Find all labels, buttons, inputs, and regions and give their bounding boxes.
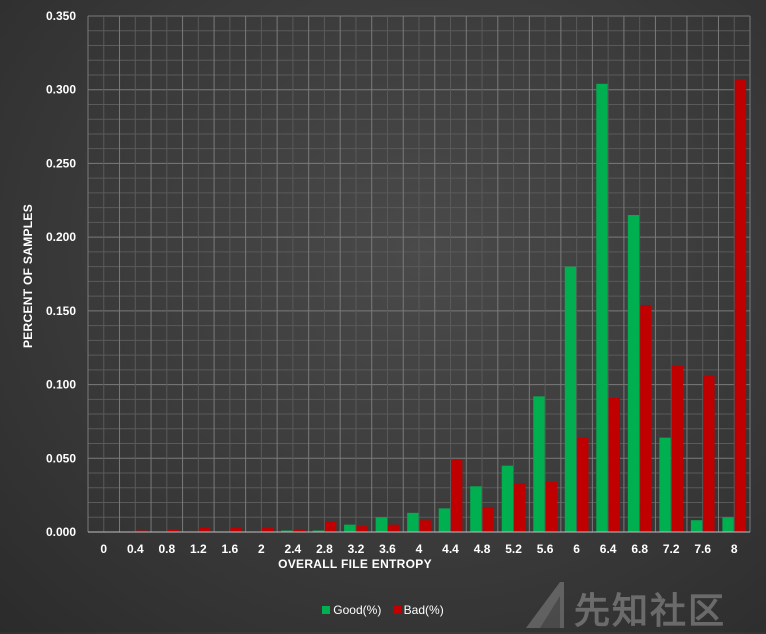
- bars: [135, 79, 747, 532]
- bar-good-6.8: [627, 215, 640, 532]
- bar-bad-3.6: [387, 524, 400, 532]
- y-tick-label: 0.300: [46, 83, 76, 97]
- bar-bad-2: [261, 527, 274, 532]
- legend: Good(%) Bad(%): [0, 603, 766, 617]
- bar-good-3.2: [344, 524, 356, 532]
- bar-bad-4: [419, 520, 431, 532]
- legend-label-good: Good(%): [333, 603, 382, 617]
- bar-good-7.2: [659, 437, 671, 532]
- bar-bad-6: [577, 437, 589, 532]
- bar-bad-7.6: [703, 375, 715, 532]
- bar-good-4.8: [470, 486, 482, 532]
- bar-bad-5.2: [514, 483, 526, 532]
- bar-good-8: [722, 517, 734, 532]
- x-tick-label: 5.2: [505, 542, 522, 556]
- bar-good-4: [407, 512, 419, 532]
- bar-bad-4.4: [451, 459, 463, 532]
- x-tick-label: 4.8: [474, 542, 491, 556]
- bar-bad-6.8: [640, 304, 652, 532]
- legend-item-good: Good(%): [322, 603, 381, 617]
- bar-bad-1.6: [230, 527, 242, 532]
- bar-bad-2.8: [324, 521, 337, 532]
- y-tick-label: 0.250: [46, 156, 76, 170]
- bar-good-5.6: [533, 396, 545, 532]
- y-axis-ticks: 0.000 0.050 0.100 0.150 0.200 0.250 0.300 0.350: [46, 9, 76, 539]
- x-tick-label: 6.8: [631, 542, 648, 556]
- x-tick-label: 3.2: [348, 542, 365, 556]
- x-tick-label: 6.4: [600, 542, 617, 556]
- x-tick-label: 3.6: [379, 542, 396, 556]
- bar-good-3.6: [375, 517, 387, 532]
- x-tick-label: 0.8: [158, 542, 175, 556]
- legend-swatch-good: [322, 606, 331, 614]
- bar-bad-7.2: [671, 365, 684, 532]
- legend-label-bad: Bad(%): [403, 603, 444, 617]
- x-tick-label: 0.4: [127, 542, 144, 556]
- y-tick-label: 0.050: [46, 451, 76, 465]
- x-tick-label: 6: [573, 542, 580, 556]
- bar-good-2.4: [281, 530, 293, 532]
- grid-lines: [87, 15, 751, 533]
- x-axis-ticks: 0 0.4 0.8 1.2 1.6 2 2.4 2.8 3.2 3.6 4 4.4 4.8 5.2 5.6 6…: [100, 542, 737, 556]
- bar-good-5.2: [501, 465, 514, 532]
- bar-good-6.4: [596, 83, 608, 532]
- x-tick-label: 5.6: [537, 542, 554, 556]
- x-tick-label: 4: [416, 542, 423, 556]
- bar-bad-0.4: [135, 530, 148, 532]
- bar-bad-2.4: [293, 529, 305, 532]
- bar-good-4.4: [438, 508, 451, 532]
- x-tick-label: 8: [731, 542, 738, 556]
- legend-swatch-bad: [392, 606, 401, 614]
- bar-bad-1.2: [198, 527, 211, 532]
- bar-bad-6.4: [608, 397, 620, 532]
- bar-good-2.8: [312, 530, 324, 532]
- y-tick-label: 0.100: [46, 378, 76, 392]
- x-tick-label: 4.4: [442, 542, 459, 556]
- x-tick-label: 7.2: [663, 542, 680, 556]
- x-tick-label: 2.8: [316, 542, 333, 556]
- bar-good-6: [564, 266, 577, 532]
- x-tick-label: 1.6: [222, 542, 239, 556]
- x-tick-label: 7.6: [694, 542, 711, 556]
- x-tick-label: 1.2: [190, 542, 207, 556]
- bar-bad-0.8: [167, 529, 179, 532]
- x-tick-label: 2: [258, 542, 265, 556]
- watermark: 先知社区: [512, 576, 752, 632]
- y-tick-label: 0.200: [46, 230, 76, 244]
- bar-bad-4.8: [482, 506, 494, 532]
- bar-good-7.6: [690, 520, 703, 532]
- y-axis-title: PERCENT OF SAMPLES: [21, 204, 35, 348]
- x-tick-label: 0: [100, 542, 107, 556]
- x-tick-label: 2.4: [285, 542, 302, 556]
- y-tick-label: 0.000: [46, 525, 76, 539]
- watermark-text: 先知社区: [574, 591, 727, 632]
- y-tick-label: 0.150: [46, 304, 76, 318]
- bar-bad-8: [734, 79, 747, 532]
- bar-bad-3.2: [356, 526, 368, 532]
- x-axis-title: OVERALL FILE ENTROPY: [278, 557, 432, 571]
- y-tick-label: 0.350: [46, 9, 76, 23]
- bar-bad-5.6: [545, 481, 557, 532]
- triangle-logo-icon: [526, 582, 564, 628]
- legend-item-bad: Bad(%): [392, 603, 444, 617]
